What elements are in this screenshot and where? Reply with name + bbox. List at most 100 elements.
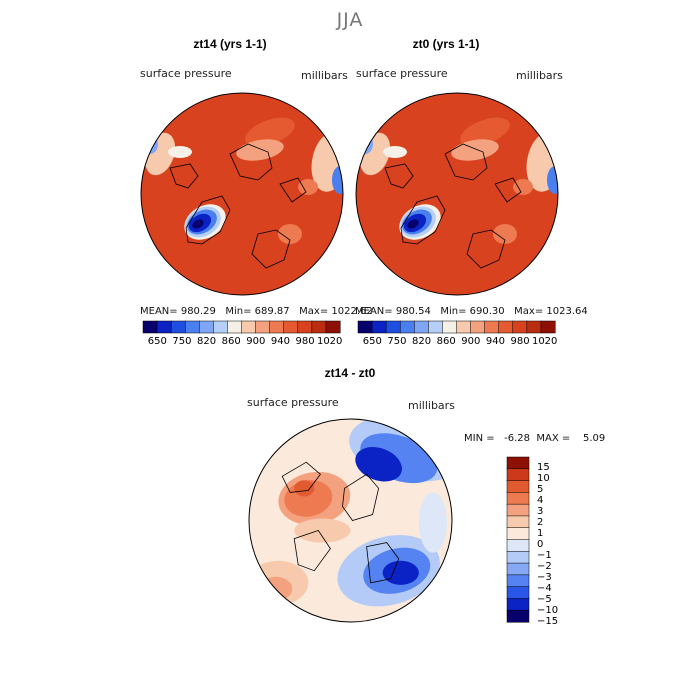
colorbar-swatch <box>442 320 458 334</box>
field-region <box>513 179 533 195</box>
land-outline <box>293 530 331 572</box>
map-border <box>248 418 453 623</box>
land-outline <box>444 143 488 181</box>
colorbar-swatch <box>357 320 373 334</box>
field-region-low <box>332 166 343 194</box>
field-region <box>236 139 284 161</box>
panel-1-colorbar <box>142 320 341 334</box>
colorbar-swatch <box>414 320 429 334</box>
map-border <box>355 92 559 296</box>
colorbar-tick-label: 1 <box>537 528 544 539</box>
land-outline <box>384 163 414 189</box>
diff-panel-stats: MIN = -6.28 MAX = 5.09 <box>464 433 606 444</box>
land-outline <box>229 143 273 181</box>
land-outline <box>400 195 446 245</box>
colorbar-swatch <box>506 468 530 482</box>
panel-1-variable: surface pressure <box>140 67 232 80</box>
panel-2-variable: surface pressure <box>356 67 448 80</box>
colorbar-swatch <box>255 320 271 334</box>
diff-panel-title: zt14 - zt0 <box>324 366 376 380</box>
colorbar-swatch <box>371 320 387 334</box>
colorbar-tick-label: 900 <box>461 336 481 347</box>
colorbar-swatch <box>506 527 530 541</box>
diff-panel-colorbar-ticks: 15 10 5 4 3 2 1 0 −1 −2 −3 −4 −5 −10 −15 <box>537 457 577 627</box>
field-layer <box>249 419 452 622</box>
colorbar-tick-label: −15 <box>537 616 559 627</box>
colorbar-swatch <box>184 320 200 334</box>
land-outline <box>281 461 321 493</box>
colorbar-tick-label: 900 <box>246 336 266 347</box>
colorbar-tick-label: 650 <box>147 336 167 347</box>
colorbar-swatch <box>506 598 530 611</box>
colorbar-swatch <box>498 320 514 334</box>
field-region <box>294 518 351 543</box>
field-region <box>278 224 302 244</box>
field-region <box>168 146 192 158</box>
land-outline <box>251 229 291 269</box>
field-region <box>460 117 510 147</box>
panel-2-title: zt0 (yrs 1-1) <box>412 37 480 51</box>
colorbar-tick-label: −4 <box>537 583 552 594</box>
colorbar-tick-label: 5 <box>537 484 544 495</box>
colorbar-tick-label: 10 <box>537 473 550 484</box>
colorbar-swatch <box>283 320 299 334</box>
colorbar-swatch <box>506 586 530 599</box>
colorbar-swatch <box>311 320 327 334</box>
land-outline <box>494 177 522 203</box>
colorbar-swatch <box>241 320 257 334</box>
colorbar-swatch <box>213 320 228 334</box>
colorbar-swatch <box>470 320 486 334</box>
panel-2-colorbar-ticks: 650 750 820 860 900 940 980 1020 <box>358 336 558 350</box>
colorbar-swatch <box>506 539 530 552</box>
season-title: JJA <box>336 9 364 31</box>
diff-panel-colorbar <box>506 456 530 623</box>
panel-1-title: zt14 (yrs 1-1) <box>193 37 267 51</box>
colorbar-tick-label: 0 <box>537 539 544 550</box>
field-region <box>493 224 517 244</box>
diff-panel-variable: surface pressure <box>247 396 339 409</box>
colorbar-tick-label: −2 <box>537 561 552 572</box>
colorbar-swatch <box>506 562 530 576</box>
colorbar-swatch <box>156 320 172 334</box>
greenland-core <box>192 219 204 229</box>
field-layer <box>356 93 558 295</box>
colorbar-swatch <box>506 609 530 623</box>
field-region-high <box>158 94 180 120</box>
colorbar-tick-label: 1020 <box>531 336 558 347</box>
panel-2-units: millibars <box>516 69 563 82</box>
panel-1-map <box>140 92 344 296</box>
colorbar-swatch <box>484 320 500 334</box>
colorbar-tick-label: 860 <box>221 336 241 347</box>
field-region-high <box>260 576 293 601</box>
field-region <box>298 179 318 195</box>
colorbar-swatch <box>227 320 243 334</box>
colorbar-swatch <box>142 320 158 334</box>
panel-1-stats: MEAN= 980.29 Min= 689.87 Max= 1022.62 <box>140 306 373 317</box>
colorbar-tick-label: 2 <box>537 517 544 528</box>
field-region-low <box>357 134 373 154</box>
land-outline <box>342 473 380 521</box>
colorbar-swatch <box>506 515 530 529</box>
colorbar-swatch <box>325 320 341 334</box>
colorbar-tick-label: 980 <box>510 336 530 347</box>
colorbar-swatch <box>526 320 542 334</box>
field-region-low <box>355 447 402 482</box>
field-region <box>245 117 295 147</box>
field-region-low <box>142 134 158 154</box>
colorbar-swatch <box>506 492 530 505</box>
colorbar-tick-label: 980 <box>295 336 315 347</box>
colorbar-swatch <box>385 320 401 334</box>
panel-2-colorbar <box>357 320 556 334</box>
colorbar-tick-label: −1 <box>537 550 552 561</box>
colorbar-tick-label: 650 <box>362 336 382 347</box>
land-outline <box>185 195 231 245</box>
colorbar-tick-label: −10 <box>537 605 559 616</box>
colorbar-tick-label: −3 <box>537 572 552 583</box>
colorbar-swatch <box>506 456 530 470</box>
land-outline <box>169 163 199 189</box>
panel-1-units: millibars <box>301 69 348 82</box>
land-outline <box>466 229 506 269</box>
colorbar-tick-label: 15 <box>537 462 550 473</box>
field-layer <box>141 93 343 295</box>
greenland-core <box>407 219 419 229</box>
